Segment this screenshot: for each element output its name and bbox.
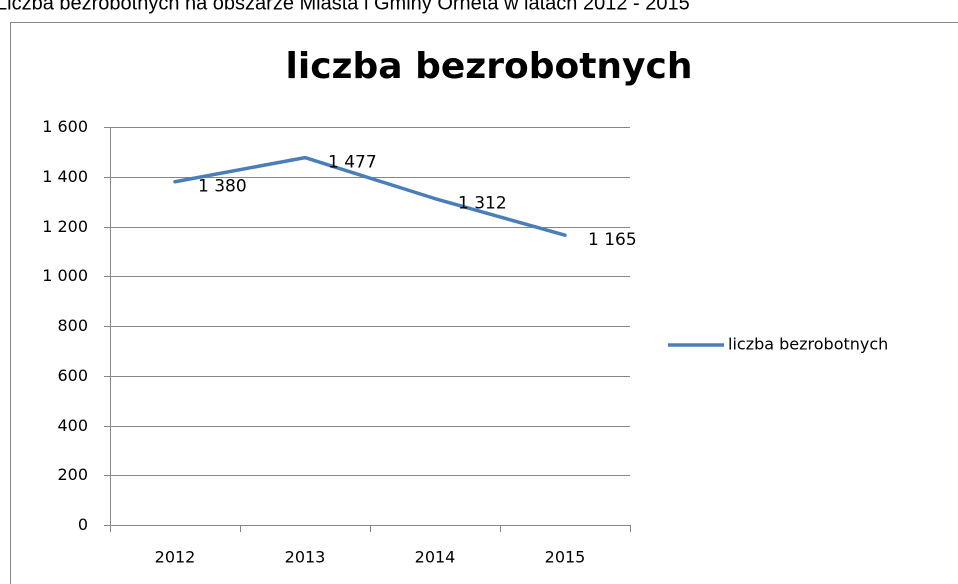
y-tick-label: 1 200 xyxy=(42,217,88,236)
y-tick-label: 1 400 xyxy=(42,167,88,186)
x-tick-label: 2013 xyxy=(285,548,326,567)
x-tick-label: 2014 xyxy=(415,548,456,567)
y-tick-label: 800 xyxy=(57,316,88,335)
y-tick-label: 0 xyxy=(78,515,88,534)
x-tick-label: 2012 xyxy=(155,548,196,567)
y-tick-label: 400 xyxy=(57,416,88,435)
chart-title: liczba bezrobotnych xyxy=(286,46,693,87)
y-tick-label: 1 000 xyxy=(42,266,88,285)
x-tick-label: 2015 xyxy=(545,548,586,567)
data-label: 1 477 xyxy=(328,153,377,173)
data-label: 1 312 xyxy=(458,194,507,214)
line-series xyxy=(173,155,567,237)
y-tick-label: 600 xyxy=(57,366,88,385)
chart-border xyxy=(10,22,958,584)
data-label: 1 380 xyxy=(198,177,247,197)
y-tick-label: 1 600 xyxy=(42,117,88,136)
y-tick-label: 200 xyxy=(57,465,88,484)
caption: Liczba bezrobotnych na obszarze Miasta i… xyxy=(0,0,690,14)
data-label: 1 165 xyxy=(588,230,637,250)
legend-label: liczba bezrobotnych xyxy=(728,335,888,354)
